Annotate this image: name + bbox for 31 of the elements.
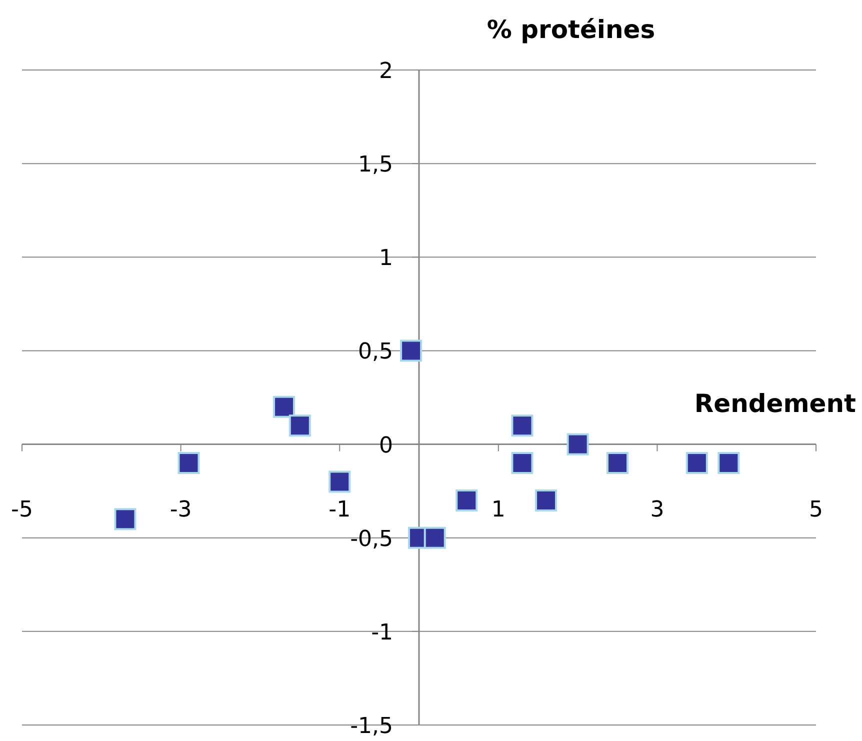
y-tick-label: 2 — [379, 59, 393, 84]
x-tick-label: 5 — [809, 497, 823, 522]
x-tick-label: -1 — [328, 497, 351, 522]
point — [718, 452, 740, 474]
y-tick-label: 1,5 — [358, 152, 393, 178]
y-tick-label: 1 — [379, 246, 393, 272]
y-tick-label: -1,5 — [350, 714, 393, 739]
point — [686, 452, 708, 474]
point — [511, 414, 534, 437]
point — [328, 470, 351, 493]
x-tick-label: 1 — [491, 497, 506, 522]
y-tick-label: 0,5 — [358, 340, 393, 365]
x-axis-title: Rendement — [694, 389, 856, 418]
y-tick-label: -0,5 — [350, 526, 393, 552]
point — [535, 489, 558, 512]
point — [288, 414, 311, 437]
y-axis-title: % protéines — [486, 15, 656, 44]
point — [424, 526, 446, 549]
x-tick-label: -5 — [11, 497, 33, 522]
point — [178, 452, 200, 474]
point — [114, 508, 136, 530]
y-tick-label: 0 — [379, 433, 393, 458]
point — [273, 396, 296, 418]
point — [511, 452, 534, 474]
y-tick-label: -1 — [371, 620, 393, 646]
x-tick-label: 3 — [650, 497, 664, 522]
point — [606, 452, 628, 474]
point — [566, 433, 589, 456]
x-tick-label: -3 — [170, 497, 192, 522]
point — [456, 489, 478, 512]
point — [400, 340, 422, 362]
